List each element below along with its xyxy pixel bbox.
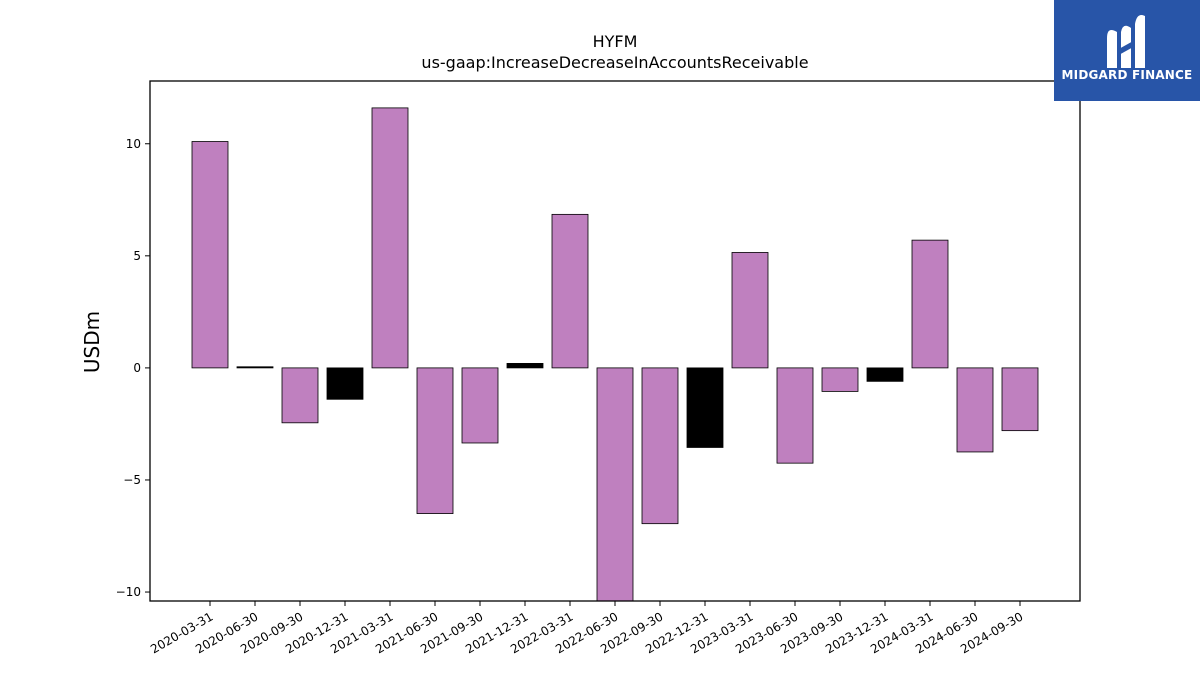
bar-2023-09-30: [821, 367, 859, 392]
bar-2022-03-31: [551, 213, 589, 369]
y-tick-label: −10: [116, 585, 141, 599]
y-tick-label: 10: [126, 137, 141, 151]
bar-2020-06-30: [236, 366, 274, 369]
bar-2021-09-30: [461, 367, 499, 444]
logo-icon: [1107, 15, 1145, 68]
bars-group: [191, 107, 1039, 602]
x-axis: 2020-03-312020-06-302020-09-302020-12-31…: [148, 601, 1026, 656]
bar-2021-06-30: [416, 367, 454, 514]
bar-2022-06-30: [596, 367, 634, 602]
chart-subtitle: us-gaap:IncreaseDecreaseInAccountsReceiv…: [421, 53, 809, 72]
bar-2020-09-30: [281, 367, 319, 424]
bar-2022-09-30: [641, 367, 679, 525]
chart-title: HYFM: [592, 32, 638, 51]
y-tick-label: 5: [133, 249, 141, 263]
bar-2023-06-30: [776, 367, 814, 464]
y-tick-label: 0: [133, 361, 141, 375]
bar-2022-12-31: [686, 367, 724, 448]
y-tick-label: −5: [123, 473, 141, 487]
bar-2023-03-31: [731, 252, 769, 369]
bar-2024-09-30: [1001, 367, 1039, 432]
y-axis: −10 −5 0 5 10: [116, 137, 150, 599]
bar-2021-12-31: [506, 363, 544, 369]
bar-2024-06-30: [956, 367, 994, 453]
bar-2023-12-31: [866, 367, 904, 382]
plot-frame: [149, 80, 1081, 602]
bar-2020-03-31: [191, 141, 229, 369]
bar-2020-12-31: [326, 367, 364, 400]
bar-2024-03-31: [911, 239, 949, 369]
brand-logo: MIDGARD FINANCE: [1054, 0, 1200, 101]
logo-text: MIDGARD FINANCE: [1061, 68, 1193, 82]
bar-2021-03-31: [371, 107, 409, 369]
